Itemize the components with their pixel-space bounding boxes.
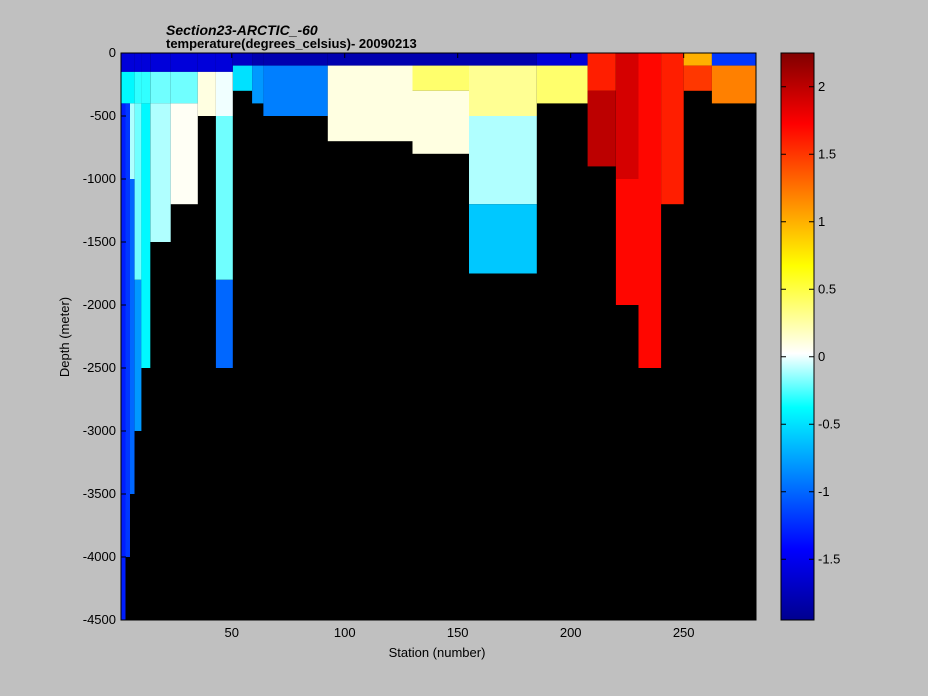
colorbar: 2 1.5 1 0.5 0 -0.5 -1 -1.5 [780, 52, 840, 621]
chart-title: Section23-ARCTIC_-60 [166, 22, 318, 38]
heatmap-cell [215, 279, 233, 368]
heatmap-cell [150, 71, 171, 104]
plot-frame [120, 52, 757, 621]
heatmap-cell [469, 116, 537, 205]
heatmap-cell [215, 116, 233, 280]
y-tick-label: -3500 [83, 486, 116, 501]
heatmap-cell [150, 103, 171, 243]
heatmap-cell [683, 53, 712, 66]
x-tick-label: 100 [334, 625, 356, 640]
heatmap-cell [638, 53, 662, 368]
colorbar-ticks: 2 1.5 1 0.5 0 -0.5 -1 -1.5 [781, 79, 840, 566]
x-tick-label: 250 [673, 625, 695, 640]
colorbar-tick-label: 2 [818, 79, 825, 94]
heatmap-cell [130, 53, 135, 72]
heatmap-cell [587, 90, 616, 167]
heatmap-cell [134, 53, 142, 72]
y-tick-label: -1500 [83, 234, 116, 249]
heatmap-cell [121, 103, 126, 620]
heatmap-cell [125, 71, 130, 104]
heatmap-cell [130, 103, 135, 179]
chart-subtitle: temperature(degrees_celsius)- 20090213 [166, 36, 417, 51]
x-axis: 50 100 150 200 250 [224, 53, 695, 640]
heatmap-cell [536, 53, 588, 66]
heatmap-cell [661, 53, 684, 205]
y-tick-label: -1000 [83, 171, 116, 186]
heatmap-cell [141, 103, 151, 369]
heatmap-cell [587, 53, 616, 91]
heatmap-cell [125, 53, 130, 72]
heatmap-cell [469, 65, 537, 116]
x-tick-label: 50 [224, 625, 238, 640]
heatmap-cell [252, 53, 264, 66]
heatmap-cell [252, 65, 264, 104]
y-tick-label: -500 [90, 108, 116, 123]
y-tick-label: -2500 [83, 360, 116, 375]
colorbar-tick-label: 1.5 [818, 146, 836, 161]
y-axis-label: Depth (meter) [57, 297, 72, 377]
colorbar-tick-label: 0.5 [818, 281, 836, 296]
heatmap-cell [134, 279, 142, 431]
heatmap-cell [469, 204, 537, 274]
heatmap-cell [134, 103, 142, 280]
heatmap-cell [711, 53, 756, 66]
heatmap-cell [170, 103, 198, 205]
heatmap-cell [197, 53, 216, 72]
heatmap-cell [232, 65, 253, 91]
heatmap-cell [141, 53, 151, 72]
y-tick-label: 0 [109, 45, 116, 60]
heatmap-cell [711, 65, 756, 104]
heatmap-cell [683, 65, 712, 91]
heatmap-cell [121, 71, 126, 104]
plot-area [120, 52, 757, 621]
colorbar-tick-label: -1.5 [818, 551, 840, 566]
heatmap-cell [121, 53, 126, 72]
heatmap-cell [615, 179, 639, 305]
colorbar-tick-label: 1 [818, 214, 825, 229]
heatmap-cell [141, 71, 151, 104]
heatmap-cell [125, 103, 130, 558]
heatmap-cell [327, 65, 413, 142]
heatmap-cell [170, 53, 198, 72]
y-tick-label: -4000 [83, 549, 116, 564]
y-tick-label: -2000 [83, 297, 116, 312]
heatmap-cell [232, 53, 253, 66]
x-axis-label: Station (number) [389, 645, 486, 660]
colorbar-tick-label: 0 [818, 349, 825, 364]
heatmap-cell [134, 71, 142, 104]
heatmap-cell [150, 53, 171, 72]
y-tick-label: -4500 [83, 612, 116, 627]
heatmap-cell [215, 53, 233, 72]
heatmap-cell [412, 53, 469, 66]
heatmap-cell [170, 71, 198, 104]
heatmap-cell [469, 53, 537, 66]
heatmap-cell [536, 65, 588, 104]
heatmap-cell [412, 90, 469, 154]
heatmap-cell [130, 71, 135, 104]
heatmap-cell [263, 65, 328, 116]
heatmap-cell [263, 53, 328, 66]
temperature-section-heatmap [121, 53, 756, 620]
heatmap-cell [215, 71, 233, 116]
heatmap-cell [130, 179, 135, 494]
heatmap-cell [197, 71, 216, 116]
heatmap-cell [615, 53, 639, 179]
colorbar-tick-label: -1 [818, 484, 830, 499]
colorbar-tick-label: -0.5 [818, 416, 840, 431]
colorbar-gradient [780, 52, 815, 621]
x-tick-label: 150 [447, 625, 469, 640]
y-tick-label: -3000 [83, 423, 116, 438]
heatmap-cell [412, 65, 469, 91]
heatmap-cell [327, 53, 413, 66]
y-axis: 0 -500 -1000 -1500 -2000 -2500 -3000 -3500 -4000… [83, 45, 756, 627]
x-tick-label: 200 [560, 625, 582, 640]
